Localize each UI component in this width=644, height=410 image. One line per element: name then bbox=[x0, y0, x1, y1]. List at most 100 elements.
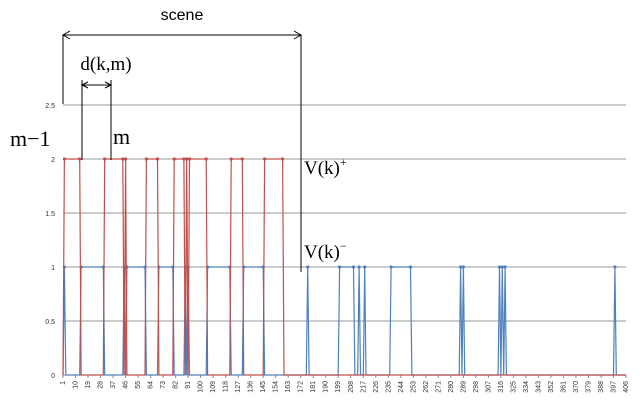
scene-arrowhead-left bbox=[61, 30, 71, 40]
x-tick-label: 64 bbox=[148, 381, 155, 389]
scene-label: scene bbox=[161, 7, 204, 24]
v-plus-sup: + bbox=[340, 155, 347, 169]
x-tick-label: 100 bbox=[198, 381, 205, 393]
series-2-point bbox=[185, 157, 189, 161]
gridlines bbox=[63, 104, 626, 322]
series-1-point bbox=[338, 265, 342, 269]
x-tick-label: 145 bbox=[260, 381, 267, 393]
x-tick-label: 397 bbox=[610, 381, 617, 393]
x-tick-label: 190 bbox=[323, 381, 330, 393]
x-tick-label: 334 bbox=[523, 381, 530, 393]
x-tick-label: 289 bbox=[460, 381, 467, 393]
x-tick-label: 55 bbox=[135, 381, 142, 389]
series-1-point bbox=[389, 265, 393, 269]
x-tick-label: 316 bbox=[498, 381, 505, 393]
x-tick-label: 370 bbox=[573, 381, 580, 393]
x-tick-label: 388 bbox=[598, 381, 605, 393]
y-tick-label: 2 bbox=[51, 157, 55, 164]
series-2-point bbox=[103, 157, 107, 161]
series-2-point bbox=[121, 157, 125, 161]
x-tick-label: 109 bbox=[210, 381, 217, 393]
series-1-point bbox=[459, 265, 463, 269]
y-tick-label: 0.5 bbox=[45, 319, 55, 326]
distance-arrowhead-left bbox=[80, 81, 89, 89]
annotations: scene d(k,m) m−1 m V(k)+ V(k)− bbox=[10, 7, 347, 272]
x-tick-label: 91 bbox=[185, 381, 192, 389]
x-tick-label: 226 bbox=[373, 381, 380, 393]
x-tick-label: 406 bbox=[623, 381, 630, 393]
series-2-point bbox=[182, 157, 186, 161]
x-tick-label: 154 bbox=[273, 381, 280, 393]
distance-label: d(k,m) bbox=[80, 54, 131, 75]
x-tick-label: 280 bbox=[448, 381, 455, 393]
x-tick-label: 253 bbox=[410, 381, 417, 393]
x-tick-label: 127 bbox=[235, 381, 242, 393]
series-2-point bbox=[124, 157, 128, 161]
series-lines bbox=[62, 157, 626, 376]
y-tick-label: 0 bbox=[51, 373, 55, 380]
x-tick-label: 271 bbox=[435, 381, 442, 393]
x-tick-label: 235 bbox=[385, 381, 392, 393]
x-tick-label: 244 bbox=[398, 381, 405, 393]
x-tick-label: 298 bbox=[473, 381, 480, 393]
distance-arrowhead-right bbox=[104, 81, 113, 89]
x-tick-label: 118 bbox=[223, 381, 230, 392]
series-1-point bbox=[306, 265, 310, 269]
x-tick-label: 82 bbox=[173, 381, 180, 389]
left-marker-label: m−1 bbox=[10, 126, 51, 151]
series-1-point bbox=[408, 265, 413, 269]
series-2-point bbox=[144, 157, 148, 161]
x-tick-label: 172 bbox=[298, 381, 305, 393]
x-tick-label: 28 bbox=[98, 381, 105, 389]
x-tick-label: 217 bbox=[360, 381, 367, 393]
x-tick-label: 19 bbox=[85, 381, 92, 389]
series-2-point bbox=[62, 157, 66, 161]
v-minus-label: V(k)− bbox=[304, 239, 347, 263]
x-tick-label: 181 bbox=[310, 381, 317, 393]
series-1-point bbox=[351, 265, 356, 269]
x-tick-label: 163 bbox=[285, 381, 292, 393]
series-1-point bbox=[497, 265, 502, 269]
series-2-point bbox=[240, 157, 244, 161]
x-tick-label: 37 bbox=[110, 381, 117, 389]
x-tick-label: 73 bbox=[160, 381, 167, 389]
series-2-point bbox=[229, 157, 233, 161]
right-marker-label: m bbox=[113, 124, 130, 149]
series-1-point bbox=[363, 265, 367, 269]
x-tick-label: 379 bbox=[585, 381, 592, 393]
series-1-point bbox=[613, 265, 617, 269]
series-2-point bbox=[263, 157, 267, 161]
x-tick-label: 307 bbox=[485, 381, 492, 393]
scene-arrowhead-right bbox=[293, 30, 303, 40]
y-tick-label: 1.5 bbox=[45, 211, 55, 218]
x-tick-label: 1 bbox=[60, 381, 67, 385]
v-plus-base: V(k) bbox=[304, 158, 340, 179]
y-tick-label: 1 bbox=[51, 265, 55, 272]
series-2-point bbox=[187, 157, 192, 161]
x-tick-label: 343 bbox=[535, 381, 542, 393]
series-2-point bbox=[281, 157, 285, 161]
series-2-point bbox=[172, 157, 176, 161]
x-tick-label: 136 bbox=[248, 381, 255, 393]
x-tick-label: 325 bbox=[510, 381, 517, 393]
series-2-point bbox=[78, 157, 82, 161]
v-plus-label: V(k)+ bbox=[304, 155, 347, 179]
series-2-point bbox=[155, 157, 160, 161]
series-1-point bbox=[500, 265, 504, 269]
x-tick-label: 199 bbox=[335, 381, 342, 393]
x-tick-label: 262 bbox=[423, 381, 430, 393]
series-1-point bbox=[503, 265, 507, 269]
x-tick-label: 208 bbox=[348, 381, 355, 393]
y-tick-label: 2.5 bbox=[45, 103, 55, 110]
series-1-point bbox=[461, 265, 465, 269]
x-tick-label: 46 bbox=[123, 381, 130, 389]
series-1-point bbox=[357, 265, 361, 269]
x-tick-label: 10 bbox=[73, 381, 80, 389]
v-minus-base: V(k) bbox=[304, 242, 340, 263]
x-tick-label: 361 bbox=[560, 381, 567, 393]
x-tick-label: 352 bbox=[548, 381, 555, 393]
series-2-point bbox=[204, 157, 208, 161]
v-minus-sup: − bbox=[340, 239, 347, 253]
